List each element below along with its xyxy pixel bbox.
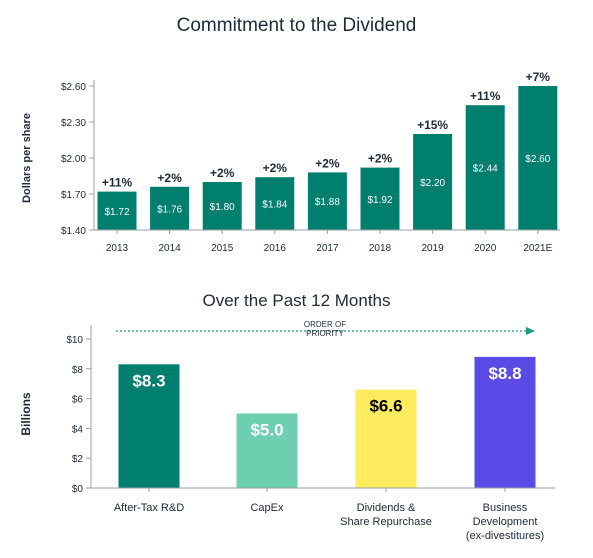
chart2-ytick-label: $2 <box>72 454 84 465</box>
chart1-xtick-label: 2021E <box>523 243 552 254</box>
chart1-title: Commitment to the Dividend <box>177 15 417 36</box>
chart2-category-label: CapEx <box>250 502 284 514</box>
chart2-bar <box>236 413 298 488</box>
chart1-xtick-label: 2014 <box>158 243 181 254</box>
chart2-category-label: Share Repurchase <box>340 516 432 528</box>
chart1-xtick-label: 2019 <box>421 243 444 254</box>
chart1-growth-label: +2% <box>210 166 235 180</box>
chart2-ylabel: Billions <box>19 392 33 436</box>
chart2-annotation-line: ORDER OF <box>304 320 346 329</box>
chart2-value-label: $8.8 <box>488 364 521 383</box>
chart1-bar <box>150 186 190 230</box>
chart1-bar <box>413 134 453 230</box>
chart2-bar <box>474 356 536 488</box>
chart2-ytick-label: $8 <box>72 365 84 376</box>
chart1-value-label: $1.88 <box>315 197 340 208</box>
chart1-ytick-label: $2.00 <box>61 154 86 165</box>
chart1-bar <box>97 191 137 230</box>
chart1-xtick-label: 2013 <box>106 243 129 254</box>
chart2-value-label: $6.6 <box>369 397 402 416</box>
chart2-ytick-label: $10 <box>66 335 83 346</box>
chart1-bar <box>465 105 505 230</box>
chart1-xtick-label: 2018 <box>369 243 392 254</box>
chart1-bar <box>202 182 242 230</box>
chart1-growth-label: +2% <box>263 161 288 175</box>
chart1-xtick-label: 2020 <box>474 243 497 254</box>
chart1-xtick-label: 2017 <box>316 243 339 254</box>
chart1-growth-label: +7% <box>526 70 551 84</box>
chart1-bar <box>518 86 558 230</box>
chart1-growth-label: +11% <box>470 89 501 103</box>
chart1-growth-label: +15% <box>417 118 448 132</box>
chart2-ytick-label: $4 <box>72 424 84 435</box>
chart1-ytick-label: $1.40 <box>61 226 86 237</box>
chart1-value-label: $1.80 <box>210 202 235 213</box>
chart2-ytick-label: $0 <box>72 484 84 495</box>
chart2-bar <box>118 364 180 488</box>
chart1-xtick-label: 2015 <box>211 243 234 254</box>
chart1-growth-label: +11% <box>102 176 133 190</box>
chart1-value-label: $1.92 <box>367 195 392 206</box>
chart2-ytick-label: $6 <box>72 395 84 406</box>
chart1-value-label: $1.72 <box>104 207 129 218</box>
chart2-category-label: Development <box>473 516 538 528</box>
chart1-ytick-label: $2.30 <box>61 118 86 129</box>
chart2-priority-arrowhead <box>526 327 535 335</box>
chart1-value-label: $2.20 <box>420 178 445 189</box>
chart1-ytick-label: $1.70 <box>61 190 86 201</box>
chart2-value-label: $5.0 <box>250 421 283 440</box>
chart2-category-label: Dividends & <box>357 502 416 514</box>
chart1-ytick-label: $2.60 <box>61 82 86 93</box>
chart1-value-label: $2.44 <box>473 164 498 175</box>
chart1-bar <box>360 167 400 230</box>
chart2-category-label: Business <box>483 502 528 514</box>
chart1-value-label: $1.76 <box>157 204 182 215</box>
chart2-annotation-line: PRIORITY <box>306 329 344 338</box>
chart2-category-label: (ex-divestitures) <box>466 530 544 542</box>
chart1-growth-label: +2% <box>157 171 182 185</box>
chart1-value-label: $1.84 <box>262 200 287 211</box>
chart1-growth-label: +2% <box>315 156 340 170</box>
chart2-bar <box>355 389 417 488</box>
chart1-ylabel: Dollars per share <box>21 113 33 203</box>
chart1-bar <box>307 172 347 230</box>
chart2-category-label: After-Tax R&D <box>114 502 184 514</box>
chart2-value-label: $8.3 <box>132 371 165 390</box>
chart1-xtick-label: 2016 <box>264 243 287 254</box>
chart2-title: Over the Past 12 Months <box>202 291 390 310</box>
chart1-growth-label: +2% <box>368 152 393 166</box>
chart1-bar <box>255 177 295 230</box>
chart1-value-label: $2.60 <box>525 154 550 165</box>
